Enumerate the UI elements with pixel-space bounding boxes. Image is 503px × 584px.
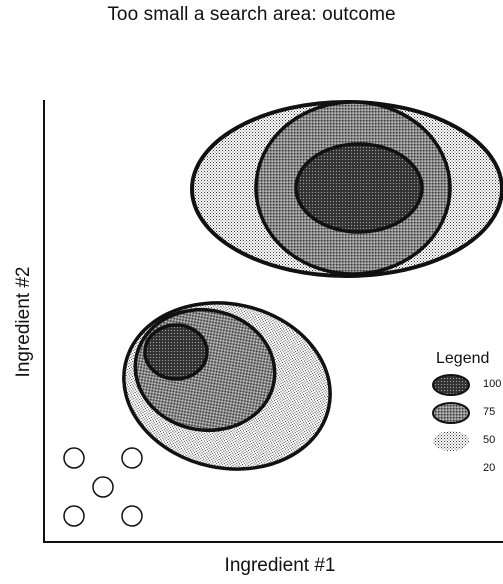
legend-label-20: 20 [483,462,496,474]
legend-label-75: 75 [483,406,496,418]
sample-point [121,505,143,527]
contour-group-upper [190,100,503,278]
legend-title: Legend [436,350,490,367]
legend-label-100: 100 [483,378,502,390]
contour-100-upper [294,142,424,234]
legend-swatches [432,374,470,451]
contour-100-lower [143,323,209,381]
legend-swatch-100 [432,374,470,396]
sample-points [63,447,143,527]
x-axis-label: Ingredient #1 [224,555,336,576]
sample-point [63,447,85,469]
diagram-title: Too small a search area: outcome [107,4,396,25]
sample-point [92,476,114,498]
sample-point [121,447,143,469]
legend-label-50: 50 [483,434,496,446]
sample-point [63,505,85,527]
contour-group-lower [122,301,332,471]
legend-swatch-50 [433,431,469,451]
y-axis-label: Ingredient #2 [13,266,34,378]
legend-swatch-75 [432,402,470,424]
